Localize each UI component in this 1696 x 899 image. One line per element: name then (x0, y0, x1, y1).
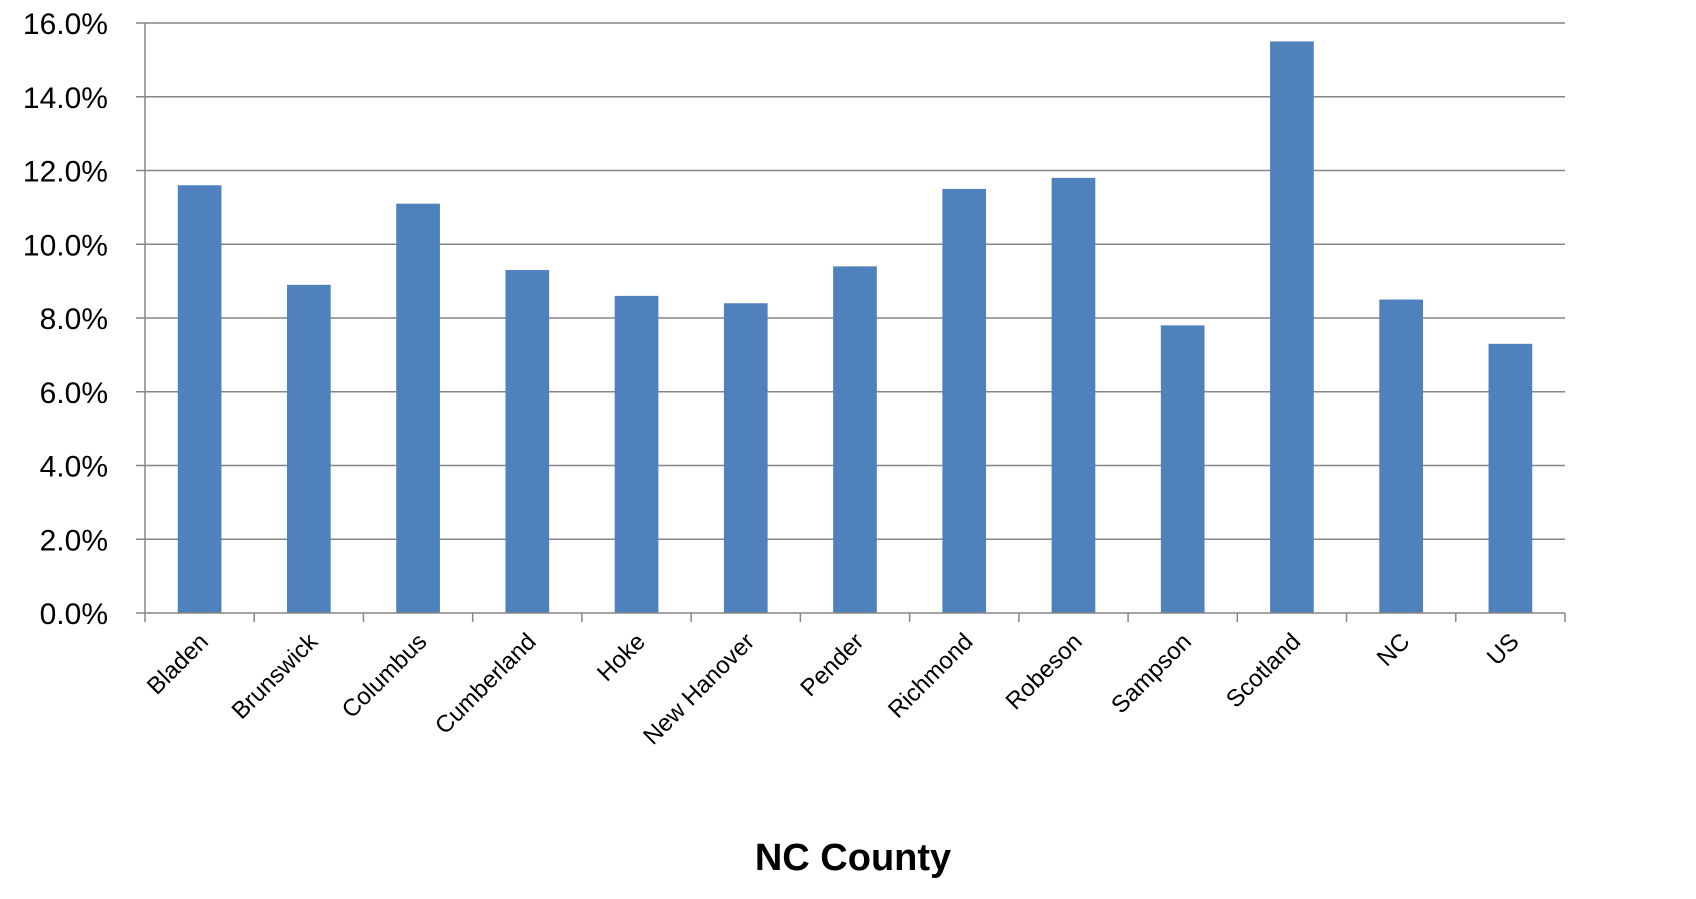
bars (177, 41, 1533, 613)
bar-brunswick (287, 284, 331, 613)
x-tick-label: Pender (795, 628, 869, 702)
x-tick-label: Richmond (883, 628, 978, 723)
bar-sampson (1160, 325, 1205, 613)
bar-cumberland (505, 270, 550, 613)
x-tick-label: New Hanover (638, 628, 760, 750)
y-tick-label: 10.0% (23, 229, 108, 262)
bar-us (1488, 343, 1533, 613)
bar-scotland (1270, 41, 1314, 613)
x-tick-label: Columbus (337, 628, 432, 723)
x-tick-label: Robeson (1001, 628, 1088, 715)
x-tick-label: Cumberland (430, 628, 542, 740)
x-tick-label: US (1482, 628, 1525, 671)
y-axis-tick-labels: 0.0% 2.0% 4.0% 6.0% 8.0% 10.0% 12.0% 14.0% 16.0% (23, 8, 108, 631)
x-tick-label: Bladen (142, 628, 214, 700)
bar-richmond (942, 188, 987, 613)
x-tick-label: Hoke (592, 628, 651, 687)
y-tick-label: 6.0% (40, 377, 108, 410)
y-tick-label: 14.0% (23, 82, 108, 115)
bar-columbus (396, 203, 440, 613)
y-tick-label: 8.0% (40, 303, 108, 336)
x-tick-label: Scotland (1221, 628, 1306, 713)
x-axis (136, 22, 1566, 622)
x-tick-label: Sampson (1106, 628, 1197, 719)
bar-bladen (177, 185, 222, 613)
x-tick-label: Brunswick (227, 627, 324, 724)
bar-pender (833, 266, 877, 613)
y-tick-label: 16.0% (23, 8, 108, 41)
bar-nc (1379, 299, 1423, 613)
y-tick-label: 12.0% (23, 156, 108, 189)
bar-robeson (1051, 177, 1096, 613)
y-tick-label: 4.0% (40, 451, 108, 484)
bar-new-hanover (723, 303, 768, 613)
x-tick-label: NC (1372, 628, 1416, 672)
y-tick-label: 0.0% (40, 598, 108, 631)
bar-hoke (614, 295, 659, 613)
x-axis-title: NC County (755, 837, 951, 879)
y-tick-label: 2.0% (40, 524, 108, 557)
